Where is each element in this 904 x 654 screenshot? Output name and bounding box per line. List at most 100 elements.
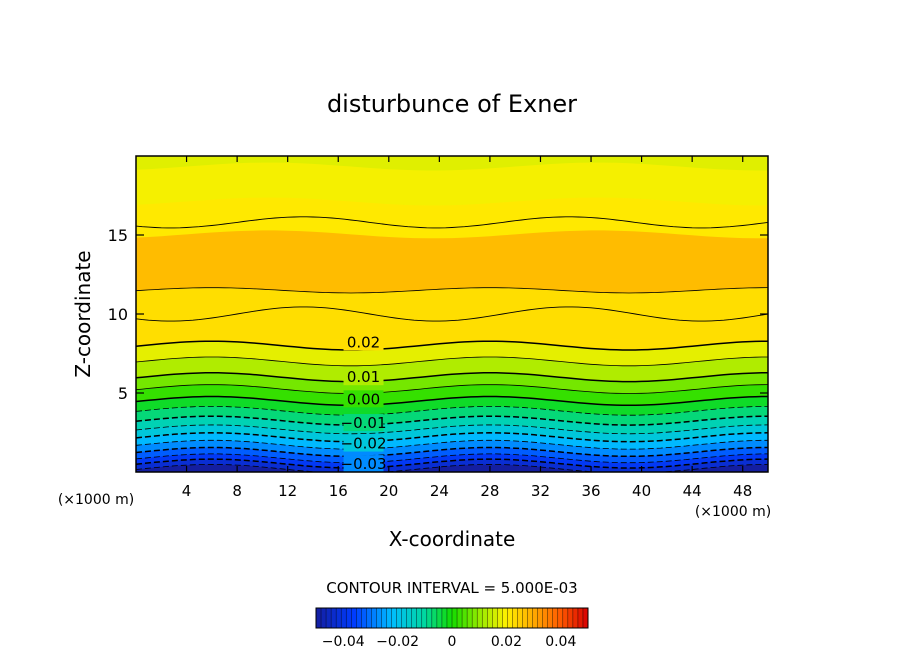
colorbar-tick-label: 0 [448, 634, 457, 650]
colorbar-cell [336, 608, 342, 628]
colorbar-cell [386, 608, 392, 628]
colorbar-cell [462, 608, 468, 628]
x-tick-label: 20 [379, 482, 398, 500]
colorbar-cell [567, 608, 574, 628]
contour-label: −0.02 [341, 435, 387, 453]
contour-line [136, 458, 768, 469]
colorbar [315, 607, 589, 629]
contour-label-bg [343, 434, 384, 452]
x-axis-ticks: 4 8 12 16 20 24 28 32 36 40 44 48 [182, 156, 752, 500]
colorbar-tick-label: 0.04 [545, 634, 576, 650]
contour-line [136, 372, 768, 383]
colorbar-cell [376, 608, 382, 628]
contour-label-bg [343, 455, 384, 473]
colorbar-cell [426, 608, 433, 628]
colorbar-cell [472, 608, 478, 628]
x-tick-label: 36 [581, 482, 600, 500]
contour-line [136, 446, 768, 458]
colorbar-cell [436, 608, 443, 628]
contour-lines [136, 216, 768, 472]
x-unit-label: (×1000 m) [695, 504, 771, 520]
colorbar-cell [431, 608, 438, 628]
chart-title: disturbunce of Exner [327, 90, 577, 118]
colorbar-cell [346, 608, 352, 628]
colorbar-cell [477, 608, 483, 628]
x-tick-label: 44 [683, 482, 702, 500]
contour-label: 0.02 [347, 333, 380, 351]
contour-line [136, 424, 768, 435]
contour-line [136, 356, 768, 367]
contour-labels: 0.02 0.01 0.00 −0.01 −0.02 −0.03 [341, 333, 387, 473]
x-tick-label: 24 [430, 482, 449, 500]
colorbar-cell [351, 608, 357, 628]
colorbar-tick-label: 0.02 [491, 634, 522, 650]
colorbar-cell [552, 608, 559, 628]
y-axis-ticks: 5 10 15 [108, 226, 768, 403]
colorbar-cell [331, 608, 337, 628]
contour-fill [136, 156, 768, 472]
colorbar-cell [416, 608, 423, 628]
contour-line [136, 395, 768, 407]
y-unit-label: (×1000 m) [58, 492, 134, 508]
colorbar-cell [361, 608, 367, 628]
x-tick-label: 40 [632, 482, 651, 500]
contour-line [136, 306, 768, 322]
x-tick-label: 16 [329, 482, 348, 500]
y-tick-label: 15 [108, 226, 128, 245]
colorbar-cell [396, 608, 402, 628]
colorbar-cell [497, 608, 503, 628]
colorbar-cell [371, 608, 377, 628]
colorbar-cell [487, 608, 493, 628]
colorbar-cell [527, 608, 533, 628]
contour-line [136, 415, 768, 426]
colorbar-cell [326, 608, 332, 628]
contour-line [136, 406, 768, 416]
contour-label-bg [343, 390, 384, 408]
colorbar-cell [321, 608, 327, 628]
colorbar-cell [316, 608, 322, 628]
colorbar-cell [467, 608, 473, 628]
y-tick-label: 10 [108, 305, 128, 324]
contour-band [136, 156, 768, 206]
colorbar-cell [492, 608, 498, 628]
colorbar-cell [411, 608, 418, 628]
colorbar-cell [406, 608, 413, 628]
colorbar-cell [341, 608, 347, 628]
colorbar-cell [452, 608, 458, 628]
x-tick-label: 48 [733, 482, 752, 500]
y-tick-label: 5 [118, 384, 128, 403]
contour-line [136, 287, 768, 294]
colorbar-cell [421, 608, 428, 628]
colorbar-tick-label: −0.04 [322, 634, 365, 650]
colorbar-cell [577, 608, 584, 628]
x-tick-label: 32 [531, 482, 550, 500]
contour-line [136, 439, 768, 450]
plot-area: 0.020.010.00−0.01−0.02−0.03 4 8 12 16 20 24 28… [108, 155, 769, 500]
colorbar-cell [562, 608, 569, 628]
colorbar-cell [482, 608, 488, 628]
colorbar-cell [446, 608, 453, 628]
colorbar-cell [537, 608, 543, 628]
contour-line [136, 216, 768, 229]
colorbar-cell [381, 608, 387, 628]
x-tick-label: 12 [278, 482, 297, 500]
contour-label-bg [343, 333, 384, 351]
colorbar-cell [572, 608, 579, 628]
colorbar-cell [532, 608, 538, 628]
contour-label: −0.03 [341, 455, 387, 473]
colorbar-cell [512, 608, 518, 628]
colorbar-cell [441, 608, 448, 628]
contour-label: −0.01 [341, 414, 387, 432]
contour-line [136, 384, 768, 394]
colorbar-cell [507, 608, 513, 628]
colorbar-cell [457, 608, 463, 628]
colorbar-tick-labels: −0.04 −0.02 0 0.02 0.04 [322, 634, 577, 650]
colorbar-cell [582, 608, 589, 628]
contour-band [136, 156, 768, 171]
contour-line [136, 340, 768, 351]
x-axis-label: X-coordinate [389, 527, 516, 551]
contour-label: 0.01 [347, 368, 380, 386]
colorbar-cell [391, 608, 397, 628]
x-tick-label: 28 [480, 482, 499, 500]
